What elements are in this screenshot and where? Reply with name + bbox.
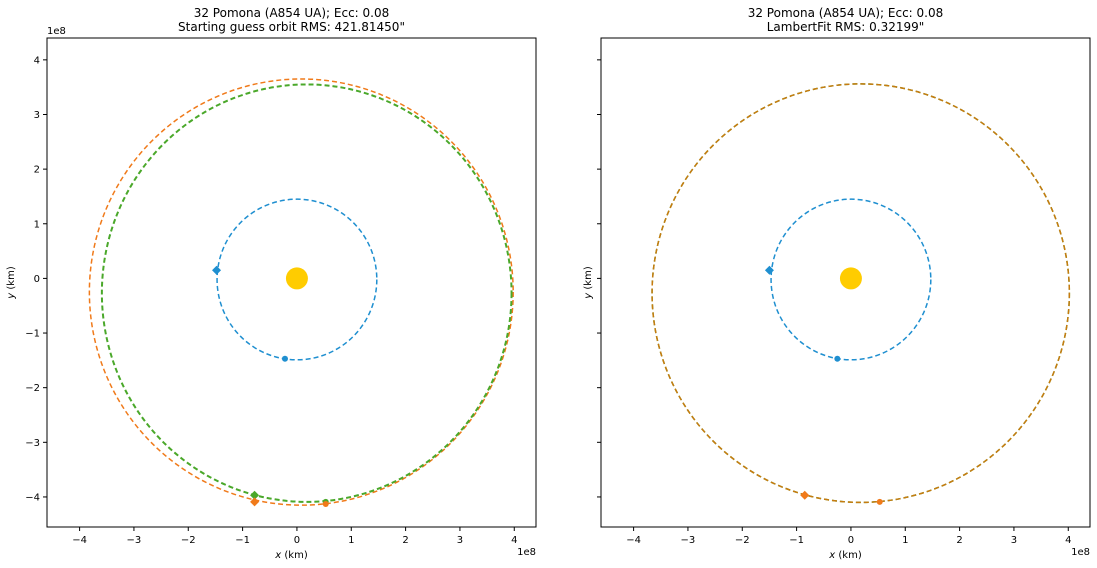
x-tick-label: 3 — [457, 535, 463, 546]
y-tick-label: −4 — [25, 492, 40, 503]
orbit-fit — [100, 83, 513, 503]
y-tick-label: 1 — [34, 219, 40, 230]
x-tick-label: 4 — [511, 535, 517, 546]
y-axis-unit: (km) — [6, 266, 17, 293]
orbit-guess — [651, 83, 1071, 504]
plot-area — [88, 78, 514, 508]
chart-title: 32 Pomona (A854 UA); Ecc: 0.08 — [748, 6, 944, 20]
x-axis-var: x — [828, 550, 835, 561]
x-axis-label: x (km) — [828, 550, 862, 561]
orbit-guess — [88, 78, 514, 506]
y-tick-label: −1 — [25, 329, 40, 340]
x-tick-label: 0 — [294, 535, 300, 546]
sun-marker — [285, 267, 308, 290]
x-offset-label: 1e8 — [517, 547, 536, 558]
y-tick-label: −3 — [25, 438, 40, 449]
y-axis-var: y — [6, 292, 17, 300]
position-circle-marker — [322, 501, 329, 508]
y-tick-label: 0 — [34, 274, 40, 285]
axes-frame — [600, 37, 1091, 528]
x-tick-label: 1 — [348, 535, 354, 546]
chart-panel-2: −4 −3 −2 −1 0 1 2 3 4 32 Pomona (A854 UA); Ecc: 0… — [583, 6, 1091, 561]
x-tick-label: 3 — [1011, 535, 1017, 546]
x-tick-label: −3 — [127, 535, 142, 546]
x-tick-label: 2 — [402, 535, 408, 546]
orbit-earth — [216, 198, 378, 361]
y-axis-unit: (km) — [583, 266, 594, 293]
x-tick-label: −4 — [72, 535, 87, 546]
orbit-earth — [770, 198, 932, 361]
chart-panel-1: −4 −3 −2 −1 0 1 2 3 4 −4 −3 −2 −1 0 1 2 3 4 32 Pomona (A85… — [6, 6, 537, 561]
y-tick-label: 4 — [34, 55, 40, 66]
x-tick-label: 4 — [1065, 535, 1071, 546]
position-circle-marker — [281, 355, 288, 362]
y-tick-label: 3 — [34, 110, 40, 121]
position-diamond-marker — [800, 490, 810, 500]
position-diamond-marker — [212, 265, 222, 275]
x-tick-label: −2 — [181, 535, 196, 546]
position-circle-marker — [876, 498, 883, 505]
position-diamond-marker — [250, 497, 260, 507]
x-tick-label: −2 — [735, 535, 750, 546]
y-tick-label: −2 — [25, 383, 40, 394]
x-tick-label: −1 — [789, 535, 804, 546]
x-tick-label: 1 — [902, 535, 908, 546]
x-axis-unit: (km) — [281, 550, 308, 561]
plot-area — [651, 83, 1071, 505]
y-offset-label: 1e8 — [47, 26, 66, 37]
x-offset-label: 1e8 — [1071, 547, 1090, 558]
orbit-fit — [651, 83, 1071, 504]
chart-title: 32 Pomona (A854 UA); Ecc: 0.08 — [194, 6, 390, 20]
x-axis-label: x (km) — [274, 550, 308, 561]
x-axis-unit: (km) — [835, 550, 862, 561]
position-circle-marker — [834, 355, 841, 362]
x-axis-var: x — [274, 550, 281, 561]
y-axis-var: y — [583, 292, 594, 300]
position-diamond-marker — [250, 490, 260, 500]
x-tick-label: 0 — [848, 535, 854, 546]
axes-frame — [46, 37, 537, 528]
chart-subtitle: Starting guess orbit RMS: 421.81450" — [178, 20, 405, 34]
x-tick-label: −3 — [681, 535, 696, 546]
y-axis-label: y (km) — [583, 266, 594, 300]
position-diamond-marker — [764, 265, 774, 275]
y-axis-label: y (km) — [6, 266, 17, 300]
y-tick-label: 2 — [34, 165, 40, 176]
x-tick-label: −1 — [235, 535, 250, 546]
sun-marker — [839, 267, 862, 290]
x-tick-label: −4 — [626, 535, 641, 546]
x-tick-label: 2 — [956, 535, 962, 546]
chart-subtitle: LambertFit RMS: 0.32199" — [767, 20, 925, 34]
